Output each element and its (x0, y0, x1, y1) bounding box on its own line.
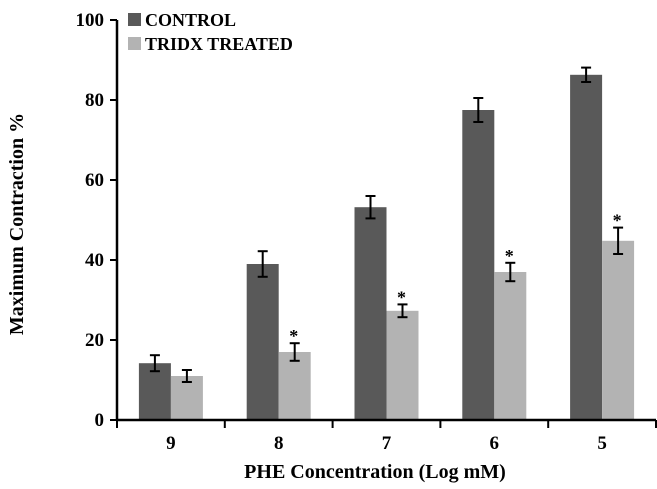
error-bar-tridx-treated-6 (505, 261, 516, 283)
bar-control-5 (570, 74, 603, 421)
bar-control-7 (354, 207, 387, 420)
bar-tridx-treated-6 (494, 272, 527, 420)
legend-label: CONTROL (145, 10, 236, 30)
x-axis-title: PHE Concentration (Log mM) (244, 461, 506, 483)
y-tick-label: 0 (95, 410, 105, 431)
error-bar-control-9 (149, 354, 160, 373)
y-axis-tick-labels: 0 20 40 60 80 100 (76, 10, 105, 431)
bar-control-9 (138, 363, 171, 420)
error-bar-tridx-treated-9 (181, 369, 192, 383)
bar-tridx-treated-9 (170, 376, 203, 420)
x-tick-label-9: 9 (166, 433, 176, 454)
error-bars-group (149, 66, 624, 383)
significance-mark-5: * (613, 211, 622, 231)
y-tick-label: 40 (85, 250, 104, 271)
y-tick-label: 100 (76, 10, 105, 31)
significance-marks: * * * * (289, 211, 621, 347)
significance-mark-7: * (397, 287, 406, 307)
legend-item-tridx-treated: TRIDX TREATED (128, 34, 293, 54)
significance-mark-6: * (505, 246, 514, 266)
x-tick-label-7: 7 (382, 433, 392, 454)
error-bar-control-7 (365, 195, 376, 220)
axes (110, 19, 657, 428)
y-axis-title: Maximum Contraction % (6, 113, 28, 335)
bar-control-6 (462, 110, 495, 420)
legend-label: TRIDX TREATED (145, 34, 293, 54)
bar-tridx-treated-7 (386, 310, 419, 420)
y-tick-label: 60 (85, 170, 104, 191)
y-tick-label: 80 (85, 90, 104, 111)
error-bar-control-8 (257, 250, 268, 278)
error-bar-control-5 (581, 66, 592, 83)
y-tick-label: 20 (85, 330, 104, 351)
x-axis-tick-labels: 9 8 7 6 5 (166, 433, 607, 454)
bar-tridx-treated-5 (602, 240, 635, 420)
error-bar-tridx-treated-5 (613, 226, 624, 255)
legend: CONTROL TRIDX TREATED (128, 10, 293, 54)
bars-group (138, 74, 635, 421)
x-tick-label-8: 8 (274, 433, 284, 454)
error-bar-control-6 (473, 97, 484, 123)
legend-swatch (128, 13, 141, 26)
legend-swatch (128, 37, 141, 50)
x-tick-label-5: 5 (597, 433, 607, 454)
bar-control-8 (246, 264, 279, 420)
bar-tridx-treated-8 (278, 352, 311, 420)
significance-mark-8: * (289, 326, 298, 346)
legend-item-control: CONTROL (128, 10, 236, 30)
error-bar-tridx-treated-8 (289, 342, 300, 362)
error-bar-tridx-treated-7 (397, 303, 408, 319)
x-tick-label-6: 6 (490, 433, 500, 454)
